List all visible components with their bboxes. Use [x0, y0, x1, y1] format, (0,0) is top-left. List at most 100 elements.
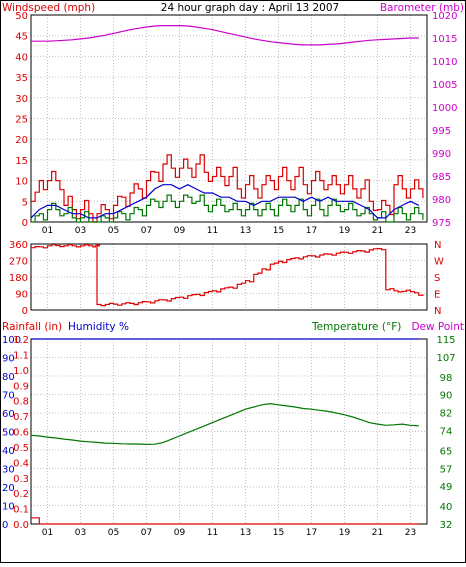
x-tick-label: 01 — [42, 528, 53, 538]
windspeed-tick-label: 35 — [15, 73, 28, 84]
x-tick-label: 17 — [306, 226, 317, 236]
x-tick-label: 09 — [174, 226, 186, 236]
windspeed-tick-label: 5 — [22, 197, 28, 208]
windspeed-tick-label: 40 — [15, 52, 28, 63]
windspeed-tick-label: 20 — [15, 135, 28, 146]
direction-tick-label: 0 — [22, 306, 28, 317]
humidity-tick-label: 90 — [2, 354, 15, 365]
barometer-tick-label: 990 — [432, 149, 451, 160]
x-tick-label: 01 — [42, 226, 53, 236]
rainfall-tick-label: 1.0 — [13, 366, 29, 377]
rainfall-tick-label: 0.7 — [13, 412, 29, 423]
x-tick-label: 19 — [339, 528, 351, 538]
direction-tick-label: 360 — [9, 240, 28, 251]
temperature-tick-label: 57 — [440, 464, 453, 475]
windspeed-tick-label: 30 — [15, 94, 28, 105]
direction-tick-label: 270 — [9, 257, 28, 268]
temperature-axis-title: Temperature (°F) — [311, 321, 401, 333]
x-tick-label: 03 — [75, 226, 86, 236]
humidity-tick-label: 20 — [2, 483, 15, 494]
barometer-series — [31, 25, 419, 46]
temperature-tick-label: 74 — [440, 426, 453, 437]
temperature-tick-label: 82 — [440, 409, 453, 420]
compass-tick-label: W — [434, 257, 444, 268]
humidity-axis-title: Humidity % — [68, 321, 129, 333]
direction-tick-label: 180 — [9, 273, 28, 284]
rainfall-tick-label: 0.9 — [13, 381, 29, 392]
barometer-tick-label: 995 — [432, 126, 451, 137]
x-tick-label: 09 — [174, 528, 186, 538]
windspeed-axis-title: Windspeed (mph) — [2, 2, 95, 14]
barometer-tick-label: 975 — [432, 218, 451, 229]
temperature-humidity-panel: 01020304050607080901000.00.10.20.30.40.5… — [2, 335, 456, 538]
temperature-series — [30, 402, 419, 446]
rainfall-tick-label: 0.0 — [13, 520, 29, 531]
x-tick-label: 15 — [273, 528, 284, 538]
x-tick-label: 13 — [240, 528, 251, 538]
temperature-tick-label: 40 — [440, 502, 453, 513]
x-tick-label: 21 — [372, 226, 383, 236]
wind-direction-series — [31, 244, 424, 307]
direction-plot-area — [30, 243, 428, 311]
windspeed-tick-label: 25 — [15, 115, 28, 126]
dewpoint-axis-title: Dew Point — [411, 321, 464, 333]
x-tick-label: 23 — [405, 528, 416, 538]
windspeed-gust-series — [31, 154, 424, 223]
barometer-tick-label: 1005 — [432, 80, 457, 91]
x-tick-label: 03 — [75, 528, 86, 538]
wind-direction-panel: 0 N 90 E 180 S 270 W 360 N — [9, 240, 444, 317]
humidity-tick-label: 60 — [2, 409, 15, 420]
windspeed-tick-label: 45 — [15, 32, 28, 43]
humidity-tick-label: 100 — [2, 335, 21, 346]
rainfall-axis-title: Rainfall (in) — [2, 321, 62, 333]
rainfall-tick-label: 0.3 — [13, 474, 29, 485]
x-tick-label: 11 — [207, 226, 218, 236]
x-tick-label: 21 — [372, 528, 383, 538]
humidity-tick-label: 70 — [2, 391, 15, 402]
compass-tick-label: N — [434, 306, 441, 317]
humidity-tick-label: 50 — [2, 428, 15, 439]
windspeed-avg-series — [30, 184, 420, 219]
barometer-tick-label: 1020 — [432, 11, 457, 22]
rainfall-tick-label: 0.6 — [13, 428, 29, 439]
rainfall-tick-label: 0.2 — [13, 489, 29, 500]
rainfall-tick-label: 0.8 — [13, 397, 29, 408]
x-tick-label: 19 — [339, 226, 351, 236]
top-plot-area — [30, 14, 428, 223]
x-tick-label: 17 — [306, 528, 317, 538]
windspeed-tick-label: 50 — [15, 11, 28, 22]
barometer-axis-title: Barometer (mb) — [380, 2, 464, 14]
barometer-tick-label: 1010 — [432, 57, 457, 68]
windspeed-tick-label: 0 — [22, 218, 28, 229]
humidity-tick-label: 10 — [2, 502, 15, 513]
chart-title: 24 hour graph day : April 13 2007 — [161, 2, 339, 14]
rainfall-tick-label: 0.4 — [13, 458, 29, 469]
direction-tick-label: 90 — [15, 290, 28, 301]
temperature-tick-label: 32 — [440, 520, 453, 531]
x-tick-label: 07 — [141, 528, 152, 538]
x-tick-label: 11 — [207, 528, 218, 538]
x-tick-label: 13 — [240, 226, 251, 236]
rainfall-series — [31, 517, 419, 525]
windspeed-tick-label: 15 — [15, 156, 28, 167]
windspeed-min-series — [31, 194, 424, 223]
rainfall-tick-label: 1.1 — [13, 350, 29, 361]
x-tick-label: 05 — [108, 528, 119, 538]
compass-tick-label: N — [434, 240, 441, 251]
compass-tick-label: E — [434, 290, 440, 301]
rainfall-tick-label: 0.5 — [13, 443, 29, 454]
x-tick-label: 15 — [273, 226, 284, 236]
barometer-tick-label: 1000 — [432, 103, 457, 114]
temperature-tick-label: 115 — [436, 335, 455, 346]
x-tick-label: 23 — [405, 226, 416, 236]
temperature-tick-label: 90 — [440, 391, 453, 402]
temperature-tick-label: 107 — [436, 353, 455, 364]
temperature-tick-label: 49 — [440, 482, 453, 493]
rainfall-tick-label: 1.2 — [13, 335, 29, 346]
x-tick-label: 07 — [141, 226, 152, 236]
compass-tick-label: S — [434, 273, 440, 284]
windspeed-tick-label: 10 — [15, 177, 28, 188]
temperature-tick-label: 65 — [440, 446, 453, 457]
barometer-tick-label: 980 — [432, 195, 451, 206]
